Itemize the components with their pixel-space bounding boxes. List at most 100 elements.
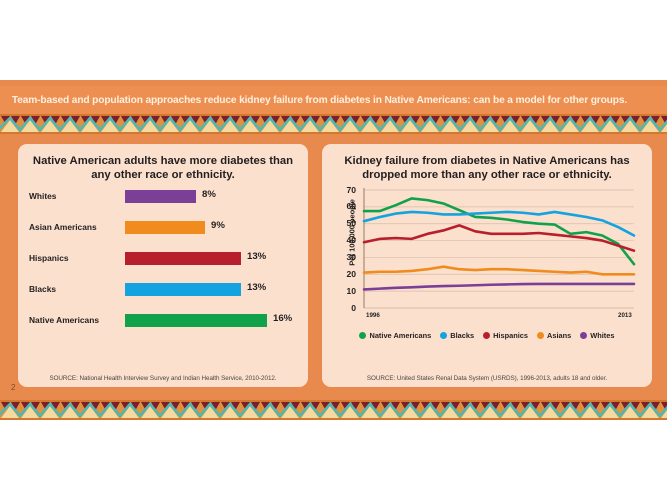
zigzag-triangle (501, 116, 510, 124)
zigzag-triangle (111, 402, 120, 410)
zigzag-triangle (361, 406, 379, 418)
zigzag-triangle (21, 402, 30, 410)
y-tick-label: 50 (346, 218, 356, 229)
zigzag-triangle (521, 120, 539, 132)
zigzag-triangle (241, 406, 259, 418)
zigzag-triangle (411, 116, 420, 124)
x-tick-label: 1996 (366, 312, 380, 319)
legend-item: Blacks (440, 331, 474, 340)
zigzag-triangle (141, 406, 159, 418)
zigzag-triangle (71, 116, 80, 124)
bar-row: Asian Americans 9% (18, 219, 308, 235)
zigzag-triangle (361, 402, 370, 410)
zigzag-triangle (431, 402, 440, 410)
zigzag-triangle (261, 120, 279, 132)
y-tick-label: 20 (346, 268, 356, 279)
zigzag-triangle (41, 406, 59, 418)
zigzag-triangle (641, 402, 650, 410)
left-panel-title: Native American adults have more diabete… (32, 155, 294, 181)
zigzag-triangle (551, 402, 560, 410)
zigzag-triangle (321, 402, 330, 410)
y-tick-label: 60 (346, 201, 356, 212)
zigzag-triangle (571, 402, 580, 410)
infographic-slide: Team-based and population approaches red… (0, 80, 667, 420)
bar-track (125, 190, 196, 203)
zigzag-triangle (151, 116, 160, 124)
zigzag-triangle (201, 406, 219, 418)
zigzag-triangle (221, 120, 239, 132)
zigzag-triangle (131, 402, 140, 410)
zigzag-triangle (511, 116, 520, 124)
zigzag-triangle (321, 120, 339, 132)
zigzag-triangle (471, 116, 480, 124)
bar-value-label: 13% (247, 251, 267, 262)
bar-row: Whites 8% (18, 188, 308, 204)
zigzag-triangle (621, 406, 639, 418)
zigzag-triangle (461, 116, 470, 124)
zigzag-triangle (541, 116, 550, 124)
series-line-native-americans (362, 197, 636, 266)
zigzag-border-bottom (0, 400, 667, 420)
bar-label: Hispanics (29, 253, 69, 263)
bar-fill (125, 252, 241, 265)
bar-track (125, 252, 241, 265)
zigzag-triangle (251, 402, 260, 410)
zigzag-triangle (341, 120, 359, 132)
zigzag-triangle (481, 406, 499, 418)
zigzag-triangle (401, 402, 410, 410)
zigzag-triangle (91, 402, 100, 410)
y-axis-label: Per 100,000 people (347, 199, 357, 266)
zigzag-triangle (421, 406, 439, 418)
zigzag-triangle (51, 116, 60, 124)
zigzag-triangle (381, 120, 399, 132)
zigzag-triangle (61, 116, 70, 124)
zigzag-triangle (291, 116, 300, 124)
zigzag-triangle (71, 402, 80, 410)
zigzag-triangle (161, 406, 179, 418)
zigzag-triangle (1, 120, 19, 132)
bar-fill (125, 314, 267, 327)
zigzag-triangle (401, 116, 410, 124)
zigzag-triangle (281, 120, 299, 132)
bar-track (125, 221, 205, 234)
zigzag-triangle (491, 402, 500, 410)
zigzag-triangle (441, 402, 450, 410)
legend-label: Asians (547, 331, 572, 340)
zigzag-triangle (661, 410, 667, 418)
bar-row: Hispanics 13% (18, 250, 308, 266)
zigzag-triangle (611, 116, 620, 124)
bar-chart: Whites 8% Asian Americans 9% Hispanics 13% Bla… (18, 188, 308, 353)
zigzag-triangle (451, 116, 460, 124)
zigzag-triangle (411, 402, 420, 410)
zigzag-triangle (81, 402, 90, 410)
zigzag-triangle (261, 402, 270, 410)
zigzag-triangle (241, 402, 250, 410)
right-panel-title: Kidney failure from diabetes in Native A… (344, 155, 630, 181)
zigzag-triangle (581, 120, 599, 132)
zigzag-triangle (171, 116, 180, 124)
zigzag-triangle (51, 402, 60, 410)
zigzag-triangle (251, 116, 260, 124)
zigzag-triangle (351, 116, 360, 124)
zigzag-triangle (641, 116, 650, 124)
zigzag-triangle (341, 116, 350, 124)
y-tick-label: 10 (346, 285, 356, 296)
zigzag-triangle (121, 116, 130, 124)
zigzag-triangle (41, 120, 59, 132)
zigzag-triangle (591, 116, 600, 124)
x-tick-label: 2013 (618, 312, 632, 319)
line-chart-svg (362, 188, 636, 309)
zigzag-triangle (521, 116, 530, 124)
zigzag-triangle (651, 116, 660, 124)
bar-value-label: 13% (247, 282, 267, 293)
legend-item: Hispanics (483, 331, 528, 340)
zigzag-triangle (81, 406, 99, 418)
headline-text: Team-based and population approaches red… (11, 94, 628, 106)
zigzag-triangle (171, 402, 180, 410)
headline-band: Team-based and population approaches red… (0, 86, 667, 114)
zigzag-triangle (261, 116, 270, 124)
zigzag-triangle (441, 406, 459, 418)
zigzag-triangle (61, 402, 70, 410)
zigzag-triangle (581, 116, 590, 124)
zigzag-triangle (561, 402, 570, 410)
